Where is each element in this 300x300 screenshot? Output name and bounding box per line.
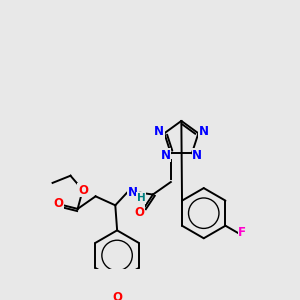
Text: N: N [154,125,164,138]
Text: N: N [160,148,170,162]
Text: O: O [134,206,145,219]
Text: N: N [199,125,209,138]
Text: N: N [128,186,138,199]
Text: F: F [238,226,246,239]
Text: O: O [78,184,88,196]
Text: O: O [53,197,63,210]
Text: H: H [137,193,146,203]
Text: N: N [192,148,202,162]
Text: O: O [112,291,122,300]
